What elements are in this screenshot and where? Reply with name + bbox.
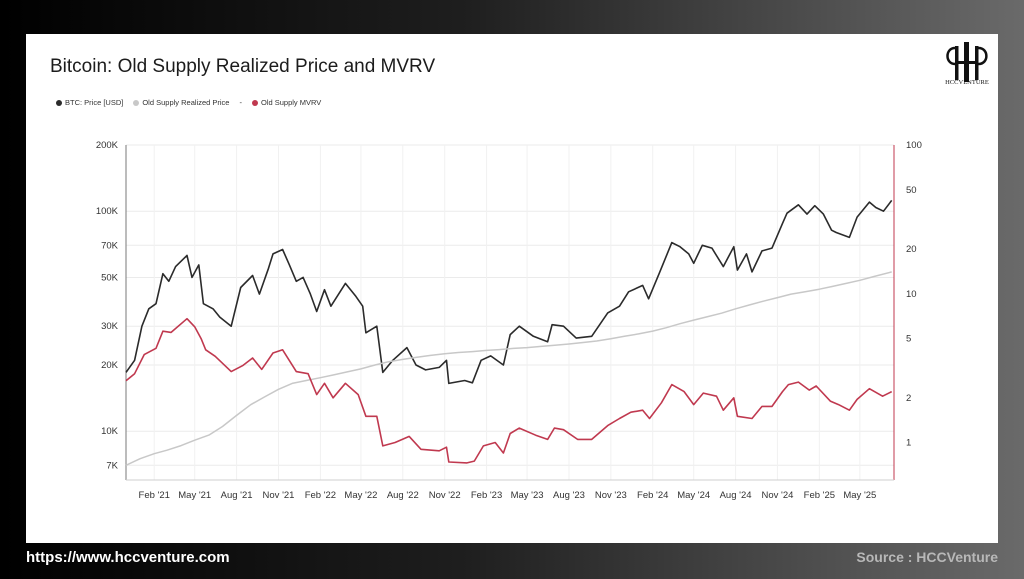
x-tick-label: Feb '22 bbox=[305, 490, 336, 501]
legend-dot-btc-price bbox=[56, 99, 62, 106]
chart-card: Bitcoin: Old Supply Realized Price and M… bbox=[26, 34, 998, 543]
chart-legend: BTC: Price [USD] Old Supply Realized Pri… bbox=[56, 98, 321, 107]
x-tick-label: May '23 bbox=[511, 490, 544, 501]
logo-wordmark: HCCVENTURE bbox=[945, 79, 989, 86]
y-right-tick-label: 5 bbox=[906, 334, 911, 345]
x-tick-label: Nov '23 bbox=[595, 490, 627, 501]
series-layer bbox=[125, 199, 893, 466]
y-right-tick-label: 100 bbox=[906, 140, 922, 151]
legend-item-old-supply-realized-price[interactable]: Old Supply Realized Price bbox=[133, 98, 229, 107]
x-tick-label: Nov '21 bbox=[263, 490, 295, 501]
legend-item-old-supply-mvrv[interactable]: Old Supply MVRV bbox=[251, 98, 322, 107]
x-tick-label: May '24 bbox=[677, 490, 710, 501]
legend-separator: - bbox=[239, 98, 242, 107]
legend-separator-label: - bbox=[239, 98, 242, 107]
series-line-btc-price-usd bbox=[125, 199, 893, 385]
y-left-tick-label: 20K bbox=[101, 360, 119, 371]
chart-plot: 7K 10K 20K 30K 50K 70K 100K 200K 1 2 5 10 20 50 100 Feb… bbox=[96, 140, 922, 501]
y-right-tick-label: 1 bbox=[906, 438, 911, 449]
y-left-tick-label: 50K bbox=[101, 272, 119, 283]
y-right-tick-label: 2 bbox=[906, 393, 911, 404]
y-right-tick-label: 10 bbox=[906, 289, 917, 300]
x-tick-label: Feb '21 bbox=[139, 490, 170, 501]
legend-item-btc-price[interactable]: BTC: Price [USD] bbox=[56, 98, 123, 107]
legend-label-old-supply-mvrv: Old Supply MVRV bbox=[260, 98, 322, 107]
series-line-old-supply-realized-price bbox=[125, 271, 892, 466]
y-right-tick-label: 50 bbox=[906, 185, 917, 196]
x-tick-label: May '22 bbox=[344, 490, 377, 501]
y-left-tick-label: 30K bbox=[101, 321, 119, 332]
y-left-tick-label: 10K bbox=[101, 426, 119, 437]
y-left-tick-label: 200K bbox=[96, 140, 119, 151]
hccventure-logo-icon bbox=[946, 42, 988, 82]
x-tick-label: Nov '24 bbox=[761, 490, 793, 501]
tick-layer: 7K 10K 20K 30K 50K 70K 100K 200K 1 2 5 10 20 50 100 Feb… bbox=[96, 140, 922, 501]
chart-title: Bitcoin: Old Supply Realized Price and M… bbox=[50, 56, 436, 77]
x-tick-label: Feb '24 bbox=[637, 490, 668, 501]
footer-source-credit: Source : HCCVenture bbox=[856, 549, 998, 565]
x-tick-label: Aug '23 bbox=[553, 490, 585, 501]
y-right-tick-label: 20 bbox=[906, 244, 917, 255]
x-tick-label: Aug '21 bbox=[221, 490, 253, 501]
y-left-tick-label: 100K bbox=[96, 206, 119, 217]
legend-label-btc-price: BTC: Price [USD] bbox=[65, 98, 124, 107]
legend-dot-old-supply-mvrv bbox=[251, 99, 258, 106]
legend-label-old-supply-realized-price: Old Supply Realized Price bbox=[142, 98, 230, 107]
series-line-old-supply-mvrv bbox=[125, 317, 893, 464]
y-left-tick-label: 70K bbox=[101, 240, 119, 251]
x-tick-label: Nov '22 bbox=[429, 490, 461, 501]
y-left-tick-label: 7K bbox=[106, 460, 118, 471]
x-tick-label: Aug '24 bbox=[720, 490, 752, 501]
x-tick-label: May '25 bbox=[843, 490, 876, 501]
x-tick-label: May '21 bbox=[178, 490, 211, 501]
legend-dot-old-supply-realized-price bbox=[133, 99, 140, 106]
x-tick-label: Feb '23 bbox=[471, 490, 502, 501]
x-tick-label: Aug '22 bbox=[387, 490, 419, 501]
grid-layer bbox=[126, 144, 894, 480]
x-tick-label: Feb '25 bbox=[804, 490, 835, 501]
footer-website-link[interactable]: https://www.hccventure.com bbox=[26, 549, 230, 566]
axis-layer bbox=[125, 145, 895, 481]
